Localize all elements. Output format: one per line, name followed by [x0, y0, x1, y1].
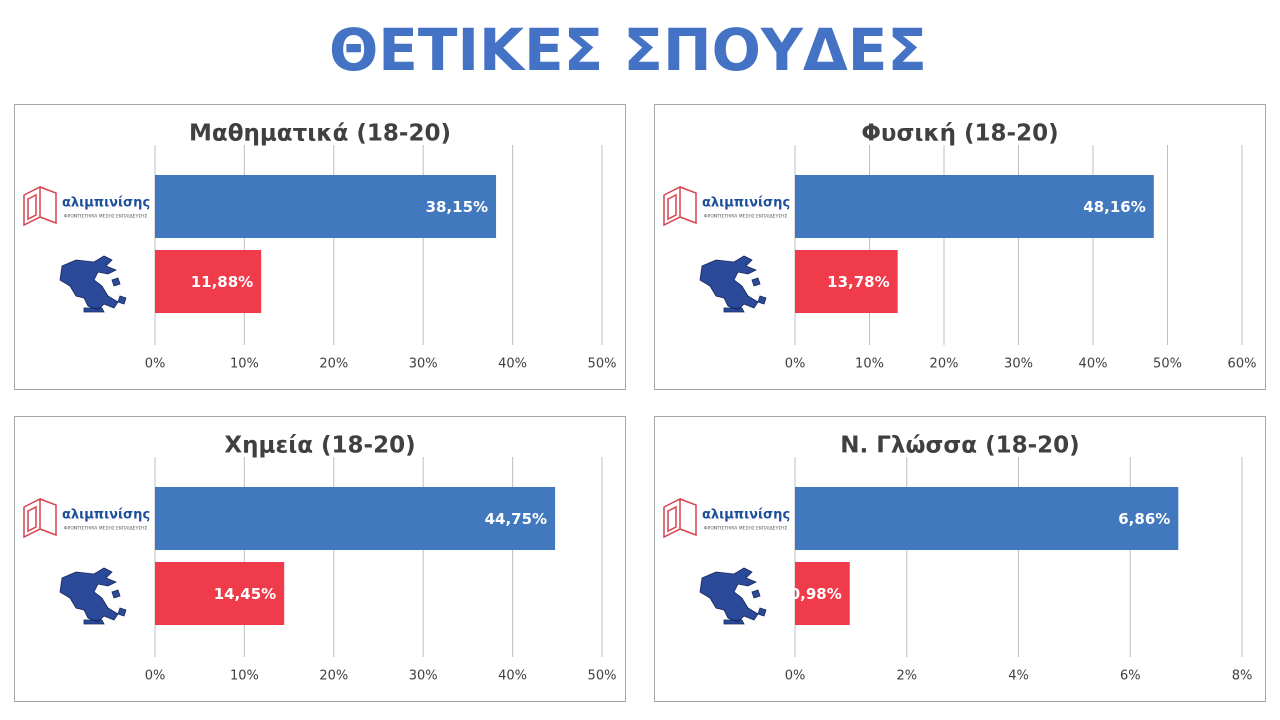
bar-value-label: 0,98% [790, 585, 842, 603]
x-tick-label: 4% [1008, 669, 1029, 684]
bar [795, 250, 898, 313]
bar-value-label: 13,78% [827, 273, 889, 291]
x-tick-label: 10% [230, 669, 259, 684]
bar-value-label: 38,15% [426, 198, 488, 216]
bar [795, 562, 850, 625]
bar [155, 250, 262, 313]
x-tick-label: 10% [230, 357, 259, 372]
chart-panel: Φυσική (18-20) 0% 10% 20% 30% 40% 50% 60% 48,16%… [654, 104, 1266, 390]
x-tick-label: 40% [498, 357, 527, 372]
logo-book [23, 497, 57, 539]
x-tick-label: 0% [785, 357, 806, 372]
greece-map [699, 255, 767, 313]
x-tick-label: 20% [930, 357, 959, 372]
panel-frame [14, 416, 626, 702]
x-tick-label: 30% [409, 357, 438, 372]
logo-tagline: ΦΡΟΝΤΙΣΤΗΡΙΑ ΜΕΣΗΣ ΕΚΠΑΙΔΕΥΣΗΣ [704, 526, 787, 532]
logo-book [663, 497, 697, 539]
chart-panel: Μαθηματικά (18-20) 0% 10% 20% 30% 40% 50% 38,15… [14, 104, 626, 390]
bar-value-label: 11,88% [191, 273, 253, 291]
greece-map [59, 255, 127, 313]
x-tick-label: 40% [498, 669, 527, 684]
x-tick-label: 60% [1228, 357, 1257, 372]
logo-name: αλιμπινίσης [702, 508, 790, 523]
logo-name: αλιμπινίσης [62, 508, 150, 523]
x-tick-label: 8% [1232, 669, 1253, 684]
logo-tagline: ΦΡΟΝΤΙΣΤΗΡΙΑ ΜΕΣΗΣ ΕΚΠΑΙΔΕΥΣΗΣ [64, 214, 147, 220]
bar-value-label: 48,16% [1083, 198, 1145, 216]
logo-name: αλιμπινίσης [62, 196, 150, 211]
chart-title: Χημεία (18-20) [224, 433, 415, 459]
x-tick-label: 30% [409, 669, 438, 684]
panel-frame [654, 416, 1266, 702]
logo-book [663, 185, 697, 227]
bar [155, 487, 556, 550]
greece-map [59, 567, 127, 625]
x-tick-label: 0% [145, 669, 166, 684]
logo-tagline: ΦΡΟΝΤΙΣΤΗΡΙΑ ΜΕΣΗΣ ΕΚΠΑΙΔΕΥΣΗΣ [64, 526, 147, 532]
x-tick-label: 20% [319, 357, 348, 372]
panel-frame [654, 104, 1266, 390]
bar-value-label: 44,75% [485, 510, 547, 528]
bar [155, 562, 285, 625]
bar [795, 487, 1179, 550]
x-tick-label: 10% [855, 357, 884, 372]
x-tick-label: 50% [588, 669, 617, 684]
bar-value-label: 14,45% [214, 585, 276, 603]
bar [795, 175, 1154, 238]
bar [155, 175, 497, 238]
logo-book [23, 185, 57, 227]
logo-tagline: ΦΡΟΝΤΙΣΤΗΡΙΑ ΜΕΣΗΣ ΕΚΠΑΙΔΕΥΣΗΣ [704, 214, 787, 220]
x-tick-label: 20% [319, 669, 348, 684]
chart-panel: Ν. Γλώσσα (18-20) 0% 2% 4% 6% 8% 6,86% αλιμπινί… [654, 416, 1266, 702]
x-tick-label: 6% [1120, 669, 1141, 684]
x-tick-label: 50% [1153, 357, 1182, 372]
x-tick-label: 0% [785, 669, 806, 684]
chart-title: Ν. Γλώσσα (18-20) [840, 433, 1079, 459]
bar-value-label: 6,86% [1118, 510, 1170, 528]
chart-title: Μαθηματικά (18-20) [189, 121, 451, 147]
greece-map [699, 567, 767, 625]
logo-name: αλιμπινίσης [702, 196, 790, 211]
x-tick-label: 30% [1004, 357, 1033, 372]
chart-panel: Χημεία (18-20) 0% 10% 20% 30% 40% 50% 44,75% αλι… [14, 416, 626, 702]
x-tick-label: 50% [588, 357, 617, 372]
chart-title: Φυσική (18-20) [861, 121, 1058, 147]
x-tick-label: 2% [896, 669, 917, 684]
page-title: ΘΕΤΙΚΕΣ ΣΠΟΥΔΕΣ [329, 16, 927, 84]
x-tick-label: 40% [1079, 357, 1108, 372]
panel-frame [14, 104, 626, 390]
x-tick-label: 0% [145, 357, 166, 372]
